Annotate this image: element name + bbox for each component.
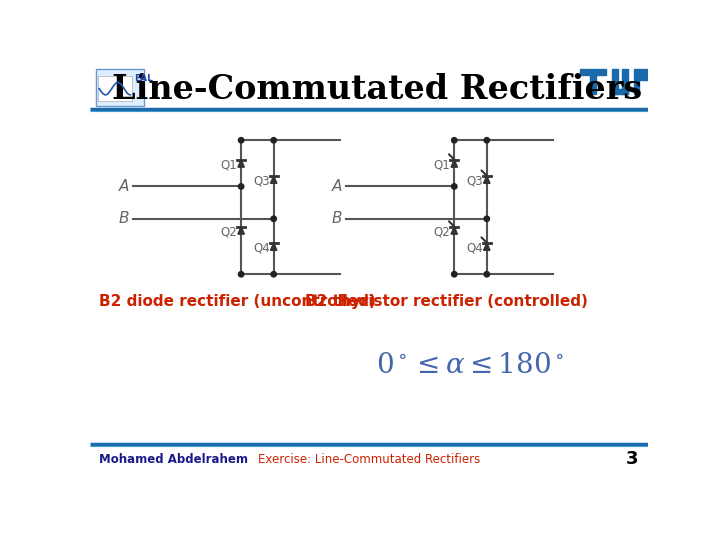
Text: Mohamed Abdelrahem: Mohamed Abdelrahem: [99, 453, 248, 465]
Text: Line-Commutated Rectifiers: Line-Commutated Rectifiers: [112, 73, 642, 106]
FancyBboxPatch shape: [96, 69, 144, 106]
Text: $0^\circ \leq \alpha \leq 180^\circ$: $0^\circ \leq \alpha \leq 180^\circ$: [376, 351, 564, 379]
Text: Q3: Q3: [467, 174, 483, 187]
Bar: [580, 70, 606, 75]
Circle shape: [271, 216, 276, 221]
Text: B2 diode rectifier (uncontrolled): B2 diode rectifier (uncontrolled): [99, 294, 376, 309]
Polygon shape: [271, 176, 277, 184]
Bar: [639, 70, 645, 80]
Polygon shape: [484, 176, 490, 184]
Text: B: B: [331, 211, 342, 226]
Polygon shape: [451, 227, 457, 234]
Text: B: B: [118, 211, 129, 226]
Circle shape: [271, 138, 276, 143]
Text: B2 thyristor rectifier (controlled): B2 thyristor rectifier (controlled): [305, 294, 588, 309]
Text: A: A: [118, 179, 129, 194]
Circle shape: [238, 184, 244, 189]
Polygon shape: [238, 227, 244, 234]
Text: EAL: EAL: [134, 74, 153, 83]
Bar: [634, 70, 639, 94]
Text: Q4: Q4: [253, 241, 270, 254]
Text: Exercise: Line-Commutated Rectifiers: Exercise: Line-Commutated Rectifiers: [258, 453, 480, 465]
Bar: [590, 75, 596, 94]
Polygon shape: [484, 242, 490, 251]
Circle shape: [451, 138, 457, 143]
Circle shape: [271, 272, 276, 277]
Text: Q1: Q1: [433, 158, 451, 171]
Text: A: A: [331, 179, 342, 194]
Text: 3: 3: [626, 450, 639, 468]
Bar: [98, 76, 132, 101]
Circle shape: [238, 138, 244, 143]
Text: Q3: Q3: [253, 174, 270, 187]
Circle shape: [238, 272, 244, 277]
Bar: [622, 70, 628, 94]
Text: Q2: Q2: [220, 225, 238, 238]
Text: Q1: Q1: [220, 158, 238, 171]
Circle shape: [451, 184, 457, 189]
Circle shape: [484, 138, 490, 143]
Circle shape: [451, 272, 457, 277]
Bar: [612, 70, 618, 94]
Bar: [650, 70, 656, 94]
Bar: [645, 70, 650, 80]
Text: Q4: Q4: [466, 241, 483, 254]
Text: Q2: Q2: [433, 225, 451, 238]
Polygon shape: [238, 159, 244, 167]
Polygon shape: [271, 242, 277, 251]
Polygon shape: [451, 159, 457, 167]
Circle shape: [484, 216, 490, 221]
Bar: [612, 89, 628, 94]
Circle shape: [484, 272, 490, 277]
